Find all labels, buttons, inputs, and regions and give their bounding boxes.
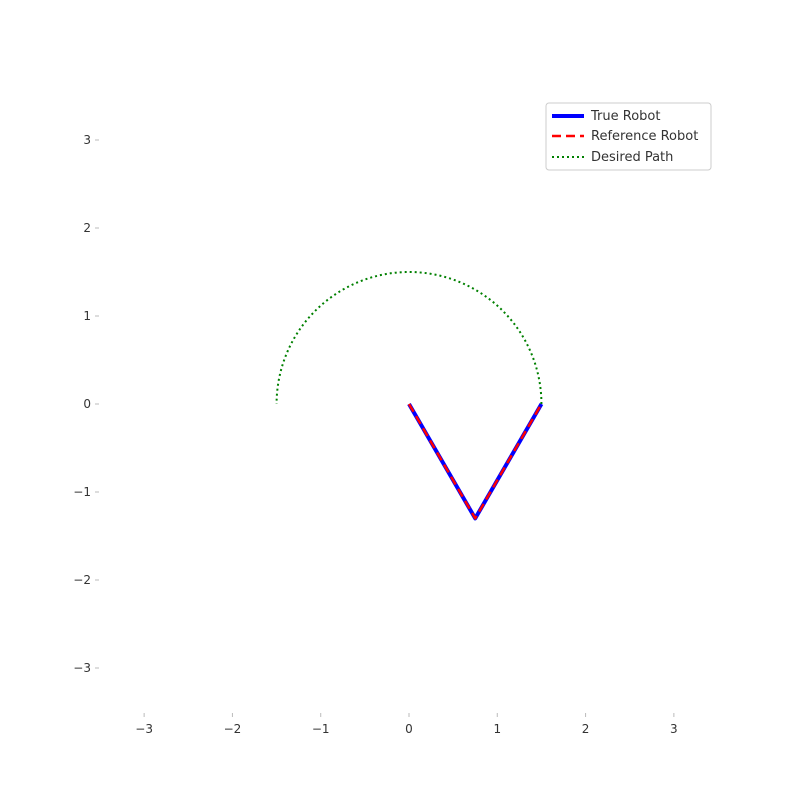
y-tick-label: 1	[83, 309, 91, 323]
legend-label-desired-path: Desired Path	[591, 150, 673, 165]
y-tick-label: 3	[83, 133, 91, 147]
legend: True Robot Reference Robot Desired Path	[545, 102, 712, 171]
legend-label-reference-robot: Reference Robot	[591, 129, 698, 144]
y-tick-label: −2	[73, 573, 91, 587]
series-line-true-robot	[407, 402, 544, 521]
x-tick-label: 3	[670, 722, 678, 736]
x-axis-ticks: −3 −2 −1 0 1 2 3	[135, 713, 678, 736]
legend-label-true-robot: True Robot	[590, 109, 660, 124]
y-tick-label: −3	[73, 661, 91, 675]
y-tick-label: 0	[83, 397, 91, 411]
x-tick-label: −2	[224, 722, 242, 736]
x-tick-label: −3	[135, 722, 153, 736]
series-layer	[275, 271, 544, 521]
x-tick-label: 1	[493, 722, 501, 736]
x-tick-label: 0	[405, 722, 413, 736]
y-tick-label: −1	[73, 485, 91, 499]
y-axis-ticks: −3 −2 −1 0 1 2 3	[73, 133, 99, 675]
series-line-desired-path	[275, 271, 543, 405]
y-tick-label: 2	[83, 221, 91, 235]
series-line-reference-robot	[407, 403, 543, 520]
x-tick-label: −1	[312, 722, 330, 736]
x-tick-label: 2	[582, 722, 590, 736]
legend-box	[545, 102, 712, 171]
